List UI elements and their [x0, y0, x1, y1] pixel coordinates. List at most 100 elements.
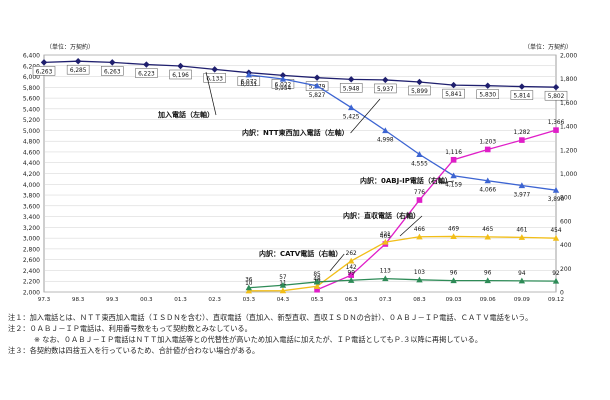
catv-point — [416, 276, 423, 283]
footnote-3: 注３：各契約数は四捨五入を行っているため、合計値が合わない場合がある。 — [8, 346, 260, 355]
subscriber-total-point — [177, 62, 184, 70]
left-tick-label: 4,600 — [23, 149, 40, 156]
oabj-ip-point — [484, 146, 491, 153]
left-tick-label: 4,200 — [23, 171, 40, 178]
subscriber-total-data-label: 5,948 — [343, 86, 360, 92]
catv-point — [450, 277, 457, 284]
right-tick-label: 800 — [560, 195, 572, 202]
subscriber-line-chart: 2,000 2,200 2,400 2,600 2,800 3,000 3,200 3,400… — [23, 43, 578, 303]
left-tick-label: 2,400 — [23, 268, 40, 275]
subscriber-total-point — [143, 61, 150, 68]
direct-line-data-label: 454 — [550, 228, 561, 234]
subscriber-total-data-label: 6,285 — [70, 68, 87, 74]
ntt-east-west-series-label: 内訳：NTT東西加入電話（左軸） — [242, 128, 349, 137]
catv-point — [518, 277, 526, 284]
ntt-east-west-data-label: 4,159 — [445, 183, 462, 189]
ntt-east-west-line — [248, 74, 557, 191]
right-tick-label: 1,400 — [560, 124, 577, 131]
left-tick-label: 5,200 — [23, 117, 40, 124]
right-tick-label: 1,600 — [560, 100, 577, 107]
subscriber-total-label-box — [66, 64, 90, 75]
subscriber-total-point — [109, 59, 116, 66]
subscriber-total-point — [450, 81, 457, 89]
left-tick-label: 3,600 — [23, 203, 40, 210]
right-tick-label: 200 — [560, 266, 572, 273]
ntt-east-west-point — [416, 151, 423, 157]
left-tick-label: 3,000 — [23, 236, 40, 243]
x-tick-label: 07.3 — [379, 297, 392, 303]
x-tick-label: 99.3 — [106, 297, 119, 303]
subscriber-total-data-label: 5,814 — [514, 94, 531, 100]
oabj-ip-data-label: 1,116 — [445, 150, 462, 156]
ntt-east-west-point — [518, 182, 526, 189]
subscriber-total-point — [382, 76, 389, 84]
ntt-east-west-data-label: 4,066 — [479, 188, 496, 194]
ntt-east-west-leader-line — [350, 98, 381, 134]
ntt-east-west-point — [245, 71, 252, 78]
catv-point — [484, 277, 491, 284]
subscriber-total-data-label: 6,263 — [36, 69, 53, 75]
catv-point — [552, 277, 560, 284]
x-tick-label: 02.3 — [208, 297, 221, 303]
subscriber-total-label-box — [169, 69, 192, 80]
subscriber-total-point — [74, 57, 82, 65]
oabj-ip-data-label: 1,282 — [514, 130, 531, 136]
subscriber-total-data-label: 5,937 — [377, 87, 394, 93]
direct-line-data-label: 465 — [482, 227, 493, 233]
subscriber-total-data-label: 6,072 — [240, 80, 257, 86]
direct-line-line — [248, 235, 557, 292]
catv-data-label: 96 — [450, 271, 458, 277]
subscriber-total-label-box — [476, 89, 499, 99]
direct-line-point — [484, 233, 491, 240]
footnotes: 注１：加入電話とは、ＮＴＴ東西加入電話（ＩＳＤＮを含む）、直収電話（直加入、新型… — [8, 312, 608, 356]
direct-line-point — [279, 287, 287, 294]
subscriber-total-data-label: 5,802 — [548, 94, 565, 100]
subscriber-total-point — [40, 59, 48, 66]
subscriber-total-data-label: 6,022 — [275, 82, 292, 88]
catv-line — [248, 277, 557, 289]
oabj-ip-data-label: 1,203 — [479, 139, 496, 145]
catv-point — [348, 277, 355, 283]
catv-point — [279, 282, 287, 288]
left-tick-label: 6,200 — [23, 63, 40, 70]
oabj-ip-data-label: 405 — [380, 234, 391, 240]
left-tick-label: 5,600 — [23, 96, 40, 103]
catv-data-label: 57 — [279, 275, 287, 281]
subscriber-total-label-box — [101, 66, 124, 76]
direct-line-point — [313, 283, 321, 289]
left-tick-label: 5,400 — [23, 106, 40, 113]
catv-point — [382, 275, 389, 282]
ntt-east-west-data-label: 5,827 — [309, 93, 326, 99]
direct-line-series-label: 内訳：直収電話（右軸） — [343, 211, 420, 220]
right-tick-label: 400 — [560, 242, 572, 249]
subscriber-total-data-label: 5,830 — [479, 93, 496, 99]
x-tick-label: 09.12 — [548, 297, 564, 303]
oabj-ip-leader-line — [439, 180, 454, 184]
x-tick-label: 00.3 — [140, 297, 153, 303]
catv-data-label: 94 — [518, 271, 526, 277]
left-tick-label: 6,000 — [23, 74, 40, 81]
ntt-east-west-data-label: 5,425 — [343, 115, 360, 121]
footnote-2: 注２：０ＡＢＪ－ＩＰ電話は、利用番号数をもって契約数とみなしている。 — [8, 324, 252, 333]
right-tick-label: 1,000 — [560, 171, 577, 178]
subscriber-total-label-box — [544, 90, 568, 101]
left-tick-label: 2,200 — [23, 279, 40, 286]
left-tick-label: 4,400 — [23, 160, 40, 167]
direct-line-point — [416, 233, 423, 240]
left-tick-label: 3,200 — [23, 225, 40, 232]
subscriber-total-data-label: 5,841 — [445, 92, 462, 98]
left-tick-label: 4,000 — [23, 182, 40, 189]
x-tick-label: 06.3 — [345, 297, 358, 303]
direct-line-leader-line — [399, 215, 423, 237]
subscriber-total-point — [552, 84, 560, 91]
left-tick-label: 2,800 — [23, 246, 40, 253]
oabj-ip-point — [553, 127, 559, 133]
catv-data-label: 85 — [313, 272, 321, 278]
subscriber-total-line — [43, 60, 557, 88]
subscriber-total-point — [279, 72, 287, 79]
left-unit-label: （単位：万契約） — [46, 43, 94, 51]
ntt-east-west-point — [348, 104, 355, 111]
direct-line-data-label: 10 — [245, 281, 253, 287]
direct-line-data-label: 262 — [346, 251, 357, 257]
ntt-east-west-data-label: 3,977 — [514, 193, 531, 199]
